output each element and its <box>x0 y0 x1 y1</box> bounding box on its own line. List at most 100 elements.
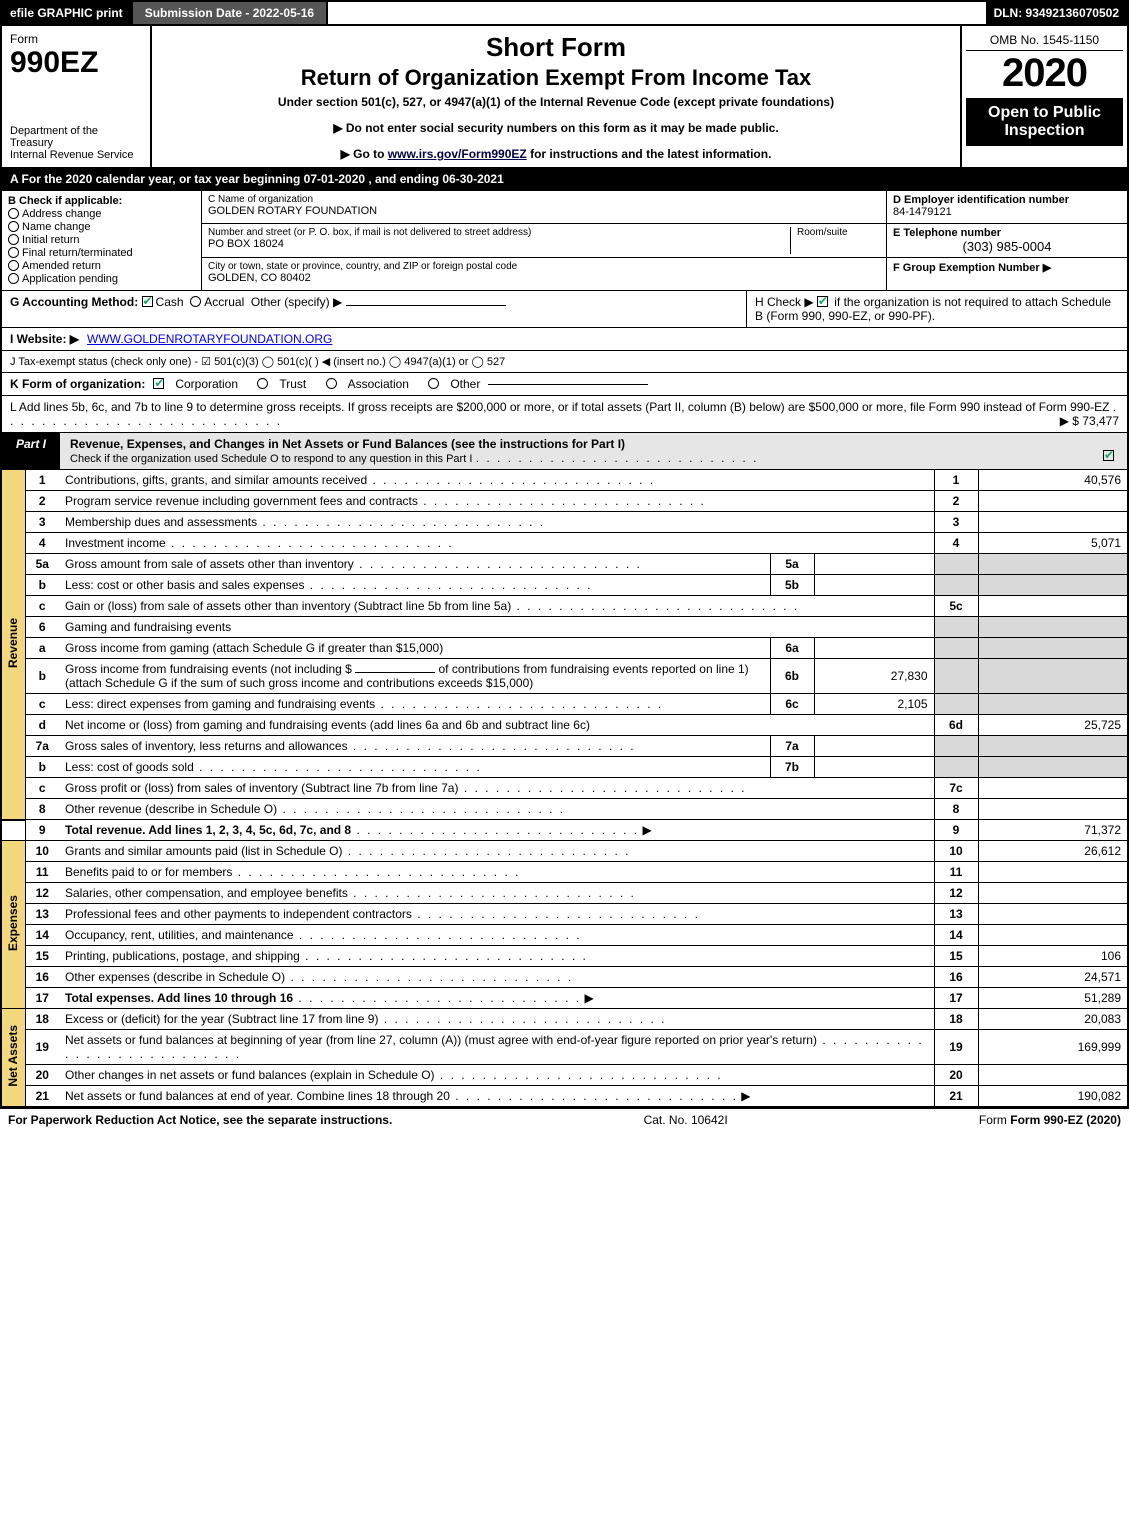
amt-17: 51,289 <box>978 988 1128 1009</box>
amt-12 <box>978 883 1128 904</box>
amt-10: 26,612 <box>978 841 1128 862</box>
sub-7b: 7b <box>770 757 814 778</box>
b-label: B Check if applicable: <box>8 195 195 207</box>
line-20: Other changes in net assets or fund bala… <box>59 1065 934 1086</box>
cb-final-return[interactable]: Final return/terminated <box>8 247 195 259</box>
ln-6c: c <box>25 694 59 715</box>
line-6c: Less: direct expenses from gaming and fu… <box>59 694 770 715</box>
cb-name-change[interactable]: Name change <box>8 221 195 233</box>
k-lbl: K Form of organization: <box>10 377 145 391</box>
rb-accrual[interactable] <box>190 296 201 307</box>
col-7c: 7c <box>934 778 978 799</box>
cb-application-pending[interactable]: Application pending <box>8 273 195 285</box>
rb-other[interactable] <box>428 378 439 389</box>
col-19: 19 <box>934 1030 978 1065</box>
col-6-grey <box>934 617 978 638</box>
g-lbl: G Accounting Method: <box>10 295 138 309</box>
part1-sub: Check if the organization used Schedule … <box>70 453 472 465</box>
row-a-taxyear: A For the 2020 calendar year, or tax yea… <box>0 169 1129 191</box>
amt-21: 190,082 <box>978 1086 1128 1108</box>
ln-10: 10 <box>25 841 59 862</box>
k-other-blank <box>488 384 648 385</box>
c-addr-lbl: Number and street (or P. O. box, if mail… <box>208 227 790 238</box>
subv-7b <box>814 757 934 778</box>
line-6b: Gross income from fundraising events (no… <box>59 659 770 694</box>
c-city-lbl: City or town, state or province, country… <box>208 261 880 272</box>
row-gh: G Accounting Method: Cash Accrual Other … <box>0 291 1129 328</box>
cb-amended-return[interactable]: Amended return <box>8 260 195 272</box>
cb-schedule-b[interactable] <box>817 296 828 307</box>
line-5a: Gross amount from sale of assets other t… <box>59 554 770 575</box>
footer-mid: Cat. No. 10642I <box>644 1113 728 1127</box>
form-number: 990EZ <box>10 46 142 80</box>
footer-left: For Paperwork Reduction Act Notice, see … <box>8 1113 392 1127</box>
line-6: Gaming and fundraising events <box>59 617 934 638</box>
rb-trust[interactable] <box>257 378 268 389</box>
ln-6d: d <box>25 715 59 736</box>
c-address: Number and street (or P. O. box, if mail… <box>202 224 886 257</box>
col-7b-grey <box>934 757 978 778</box>
efile-label[interactable]: efile GRAPHIC print <box>2 2 131 24</box>
ln-4: 4 <box>25 533 59 554</box>
website-link[interactable]: WWW.GOLDENROTARYFOUNDATION.ORG <box>87 332 332 346</box>
ln-7a: 7a <box>25 736 59 757</box>
amt-11 <box>978 862 1128 883</box>
col-4: 4 <box>934 533 978 554</box>
irs-link[interactable]: www.irs.gov/Form990EZ <box>388 147 527 161</box>
ln-21: 21 <box>25 1086 59 1108</box>
d-val: 84-1479121 <box>893 206 1121 218</box>
title-return: Return of Organization Exempt From Incom… <box>162 65 950 91</box>
i-lbl: I Website: ▶ <box>10 332 79 346</box>
vtab-blank <box>1 820 25 841</box>
ln-6a: a <box>25 638 59 659</box>
cb-schedule-o[interactable] <box>1103 450 1114 461</box>
f-lbl: F Group Exemption Number ▶ <box>893 262 1051 274</box>
col-9: 9 <box>934 820 978 841</box>
c-name: C Name of organization GOLDEN ROTARY FOU… <box>202 191 886 224</box>
c-addr-val: PO BOX 18024 <box>208 238 790 250</box>
col-6a-grey <box>934 638 978 659</box>
form-header: Form 990EZ Department of the Treasury In… <box>0 26 1129 169</box>
sub-6b: 6b <box>770 659 814 694</box>
arrow-icon <box>581 991 594 1005</box>
cb-corporation[interactable] <box>153 378 164 389</box>
col-5b-grey <box>934 575 978 596</box>
cb-initial-return[interactable]: Initial return <box>8 234 195 246</box>
blank-6b <box>355 672 435 673</box>
part1-label: Part I <box>2 433 60 469</box>
line-18: Excess or (deficit) for the year (Subtra… <box>59 1009 934 1030</box>
subv-5a <box>814 554 934 575</box>
amt-3 <box>978 512 1128 533</box>
g-accounting: G Accounting Method: Cash Accrual Other … <box>2 291 747 327</box>
cb-address-change[interactable]: Address change <box>8 208 195 220</box>
rb-association[interactable] <box>326 378 337 389</box>
c-city-val: GOLDEN, CO 80402 <box>208 272 880 284</box>
ln-8: 8 <box>25 799 59 820</box>
sub-5b: 5b <box>770 575 814 596</box>
ln-5a: 5a <box>25 554 59 575</box>
line-11: Benefits paid to or for members <box>59 862 934 883</box>
amt-8 <box>978 799 1128 820</box>
amt-15: 106 <box>978 946 1128 967</box>
dept-treasury: Department of the Treasury <box>10 125 142 149</box>
amt-5b-grey <box>978 575 1128 596</box>
vtab-revenue: Revenue <box>1 470 25 820</box>
col-1: 1 <box>934 470 978 491</box>
submission-date: Submission Date - 2022-05-16 <box>131 2 328 24</box>
sub-6c: 6c <box>770 694 814 715</box>
c-city: City or town, state or province, country… <box>202 258 886 290</box>
h-schedule-b: H Check ▶ if the organization is not req… <box>747 291 1127 327</box>
col-21: 21 <box>934 1086 978 1108</box>
line-15: Printing, publications, postage, and shi… <box>59 946 934 967</box>
l-txt: L Add lines 5b, 6c, and 7b to line 9 to … <box>10 400 1109 414</box>
cb-cash[interactable] <box>142 296 153 307</box>
form-word: Form <box>10 32 142 46</box>
line-21: Net assets or fund balances at end of ye… <box>59 1086 934 1108</box>
subv-6b: 27,830 <box>814 659 934 694</box>
g-other-blank <box>346 305 506 306</box>
line-9: Total revenue. Add lines 1, 2, 3, 4, 5c,… <box>59 820 934 841</box>
subtitle-section: Under section 501(c), 527, or 4947(a)(1)… <box>162 95 950 109</box>
ln-2: 2 <box>25 491 59 512</box>
section-b: B Check if applicable: Address change Na… <box>2 191 202 290</box>
arrow-icon <box>639 823 652 837</box>
